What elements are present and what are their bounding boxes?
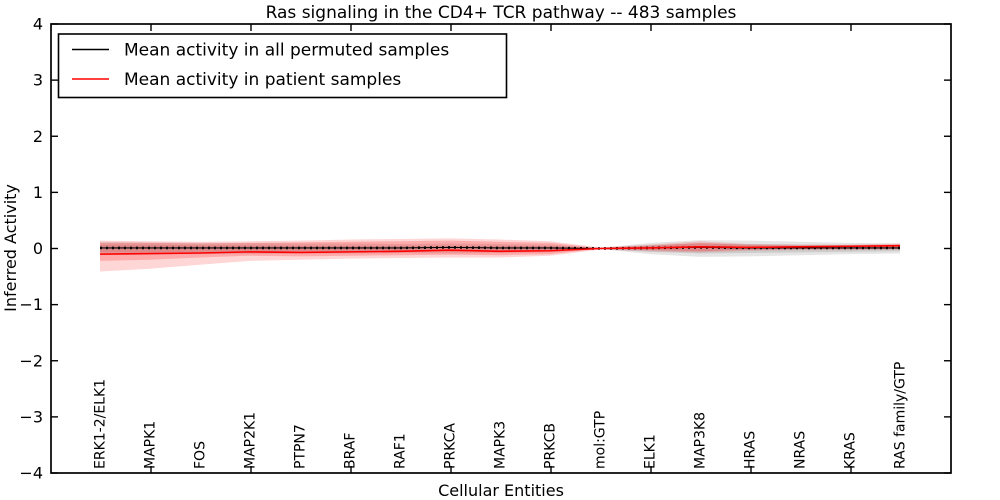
x-category-label: ELK1 xyxy=(643,434,659,469)
y-tick-label: 2 xyxy=(33,127,43,146)
x-category-label: RAF1 xyxy=(393,433,409,469)
y-tick-label: −3 xyxy=(19,407,43,426)
plot: 4 3 2 1 0 −1 −2 −3 −4 ERK1-2/ELK1 MAPK1 FOS MAP2K1 PT… xyxy=(19,15,952,483)
legend: Mean activity in all permuted samples Me… xyxy=(57,33,508,99)
x-category-label: HRAS xyxy=(743,431,759,469)
x-category-label: PRKCB xyxy=(543,423,559,469)
legend-box xyxy=(57,33,508,99)
x-category-label: FOS xyxy=(193,441,209,469)
plot-border xyxy=(50,23,952,474)
y-tick-label: −2 xyxy=(19,351,43,370)
y-tick-label: 0 xyxy=(33,239,43,258)
legend-entry-patient: Mean activity in patient samples xyxy=(124,70,401,90)
x-category-label: RAS family/GTP xyxy=(893,362,909,469)
x-category-label: ERK1-2/ELK1 xyxy=(93,379,109,469)
x-category-label: BRAF xyxy=(343,433,359,469)
chart-title: Ras signaling in the CD4+ TCR pathway --… xyxy=(266,3,737,23)
y-tick-label: 1 xyxy=(33,183,43,202)
x-category-label: MAPK3 xyxy=(493,421,509,469)
x-category-label: PRKCA xyxy=(443,423,459,469)
legend-entry-permuted: Mean activity in all permuted samples xyxy=(124,41,449,61)
x-category-label: MAP2K1 xyxy=(243,412,259,469)
x-category-label: NRAS xyxy=(793,431,809,469)
x-category-label: mol:GTP xyxy=(593,411,609,469)
band-permuted-spread-inner xyxy=(100,243,900,254)
x-axis-label: Cellular Entities xyxy=(438,481,564,500)
y-tick-label: −4 xyxy=(19,464,43,483)
x-category-label: MAP3K8 xyxy=(693,412,709,469)
patient-mean-line xyxy=(99,244,901,255)
x-category-label: KRAS xyxy=(843,432,859,469)
x-category-label: PTPN7 xyxy=(293,424,309,469)
y-axis-label: Inferred Activity xyxy=(1,184,20,312)
y-tick-label: 3 xyxy=(33,71,43,90)
y-tick-label: 4 xyxy=(33,15,43,34)
y-tick-label: −1 xyxy=(19,295,43,314)
x-category-label: MAPK1 xyxy=(143,421,159,469)
